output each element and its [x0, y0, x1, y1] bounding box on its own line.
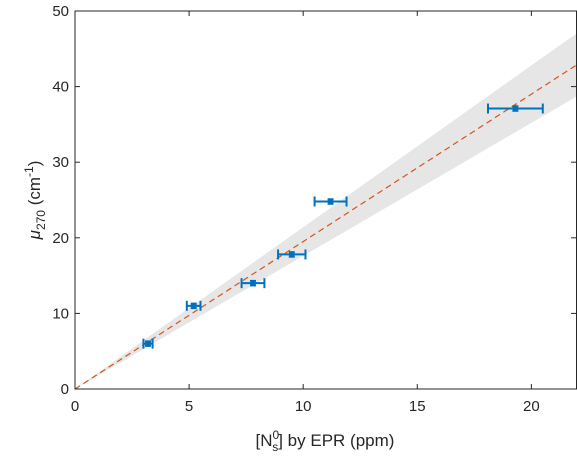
marker — [327, 198, 334, 205]
data-point-3 — [240, 278, 266, 289]
x-tick-label: 10 — [295, 398, 312, 415]
x-tick-label: 20 — [523, 398, 540, 415]
y-axis-label: μ270 (cm-1) — [22, 161, 48, 241]
data-point-2 — [185, 300, 202, 311]
y-tick-label: 10 — [52, 305, 69, 322]
y-tick-label: 50 — [52, 3, 69, 20]
y-axis-label-sup: -1 — [22, 166, 36, 177]
data-point-6 — [487, 103, 544, 114]
y-tick-label: 30 — [52, 154, 69, 171]
marker — [512, 105, 519, 112]
y-axis-label-unit: (cm — [25, 177, 44, 210]
x-tick-label: 0 — [71, 398, 79, 415]
data-point-4 — [277, 249, 307, 260]
x-axis-label: [N0 s] by EPR (ppm) — [256, 428, 395, 454]
x-axis-label-sub: s — [272, 440, 278, 454]
data-point-5 — [313, 196, 348, 207]
y-axis-label-mu: μ — [25, 229, 44, 240]
marker — [249, 280, 256, 287]
x-axis-label-pre: [N — [256, 431, 273, 450]
y-tick-label: 20 — [52, 230, 69, 247]
data-point-1 — [142, 338, 154, 349]
marker — [288, 251, 295, 258]
marker — [190, 302, 197, 309]
x-axis-label-sup: 0 — [273, 428, 280, 442]
confidence-band — [75, 33, 577, 390]
x-tick-label: 5 — [185, 398, 193, 415]
y-tick-label: 0 — [61, 381, 69, 398]
marker — [145, 340, 152, 347]
plot-area — [74, 33, 577, 390]
y-axis-label-sub: 270 — [34, 210, 48, 230]
y-tick-label: 40 — [52, 79, 69, 96]
x-tick-label: 15 — [409, 398, 426, 415]
x-axis-label-post: ] by EPR (ppm) — [278, 431, 394, 450]
y-axis-label-close: ) — [25, 161, 44, 167]
